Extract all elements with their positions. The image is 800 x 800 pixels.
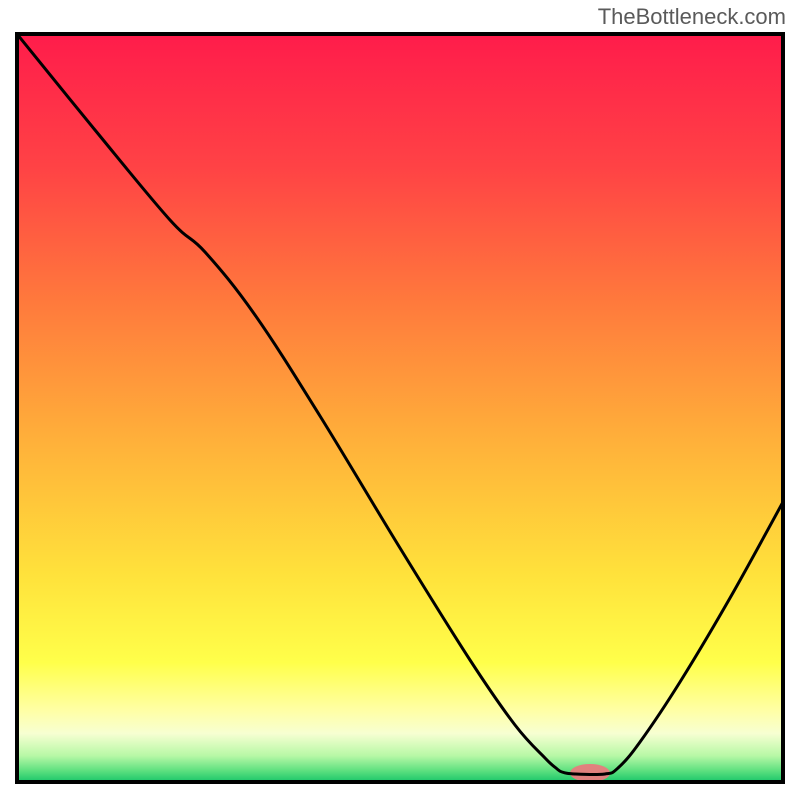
bottleneck-chart-svg	[0, 0, 800, 800]
chart-stage: TheBottleneck.com	[0, 0, 800, 800]
plot-background	[17, 34, 783, 782]
